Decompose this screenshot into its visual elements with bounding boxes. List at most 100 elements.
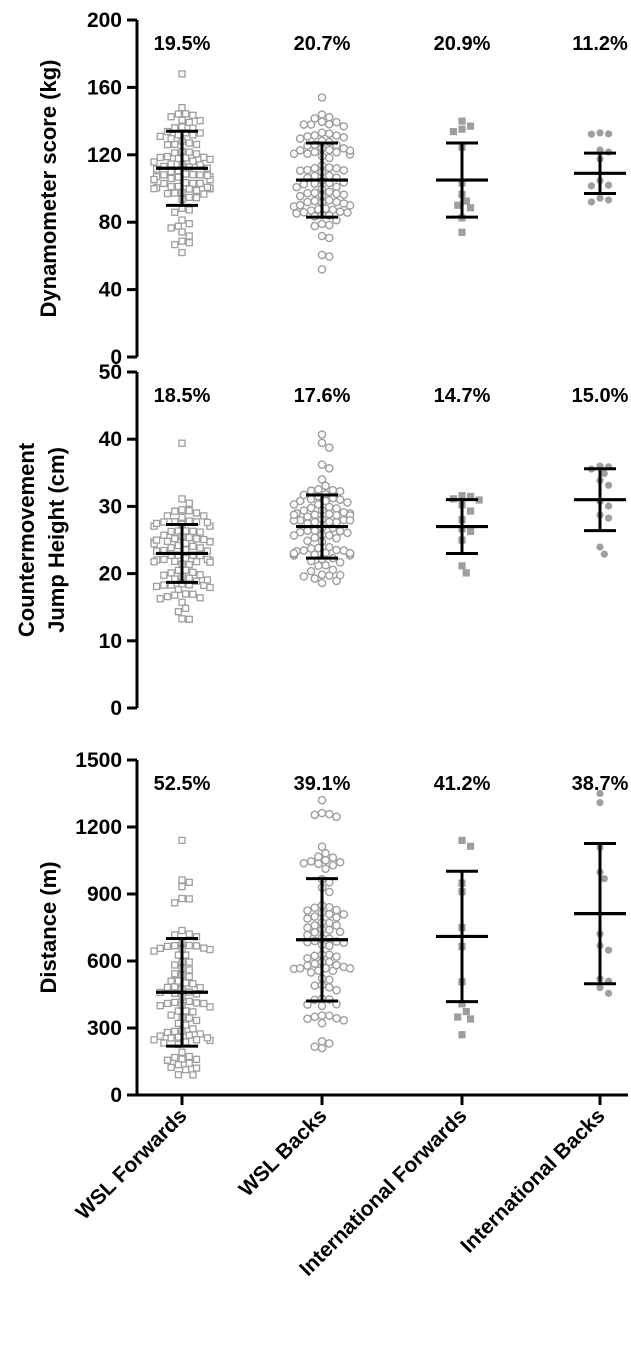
data-point xyxy=(163,141,172,149)
y-tick-label: 900 xyxy=(87,883,122,906)
data-point xyxy=(310,1042,320,1051)
data-point xyxy=(163,999,172,1008)
data-point xyxy=(587,130,596,138)
cv-label: 41.2% xyxy=(434,773,491,795)
data-point xyxy=(303,526,312,536)
data-point xyxy=(339,199,349,208)
data-point xyxy=(332,905,341,915)
data-point xyxy=(152,582,161,591)
data-point xyxy=(310,928,320,937)
data-point xyxy=(203,183,212,191)
data-point xyxy=(310,951,320,961)
data-point xyxy=(189,568,197,576)
data-point xyxy=(604,196,613,204)
series-4 xyxy=(574,462,626,558)
data-point xyxy=(174,566,183,574)
data-point xyxy=(181,170,190,178)
data-point xyxy=(189,157,197,165)
series-1 xyxy=(150,439,214,623)
data-point xyxy=(332,147,341,157)
data-point xyxy=(185,507,193,515)
data-point xyxy=(150,175,158,184)
data-point xyxy=(324,464,334,473)
data-point xyxy=(306,566,316,576)
panel-3: 0 300 600 900 1200 1500 Distance (m) 52.5% 39.1%… xyxy=(36,749,629,1107)
data-point xyxy=(324,925,334,935)
data-point xyxy=(324,119,334,129)
data-point xyxy=(192,535,201,543)
data-point xyxy=(303,914,312,923)
data-point xyxy=(454,201,462,209)
series-4 xyxy=(574,789,626,997)
data-point xyxy=(466,492,475,500)
data-point xyxy=(303,132,312,141)
data-point xyxy=(206,945,214,954)
data-point xyxy=(189,170,197,179)
data-point xyxy=(181,527,190,535)
data-point xyxy=(458,1000,466,1008)
data-point xyxy=(324,887,334,897)
data-point xyxy=(171,591,179,599)
data-point xyxy=(317,578,327,588)
data-point xyxy=(466,204,475,212)
data-point xyxy=(324,902,334,912)
data-point xyxy=(317,460,327,469)
data-point xyxy=(332,985,341,995)
data-point xyxy=(185,930,193,938)
data-point xyxy=(192,942,201,950)
data-point xyxy=(299,858,309,868)
data-point xyxy=(310,147,320,157)
data-point xyxy=(206,155,214,163)
data-point xyxy=(152,519,161,528)
data-point xyxy=(458,836,466,844)
data-point xyxy=(310,163,320,173)
data-point xyxy=(185,239,193,247)
data-point xyxy=(310,533,320,542)
data-point xyxy=(596,194,604,202)
data-point xyxy=(317,570,327,579)
cv-label: 18.5% xyxy=(154,385,211,407)
data-point xyxy=(596,789,604,798)
y-tick-label: 1200 xyxy=(75,816,122,839)
y-tick-label: 160 xyxy=(87,76,122,99)
data-point xyxy=(160,1039,168,1047)
data-point xyxy=(178,103,186,112)
data-point xyxy=(303,1014,312,1024)
data-point xyxy=(178,926,186,935)
data-point xyxy=(171,534,179,543)
data-point xyxy=(306,486,316,495)
data-point xyxy=(196,983,204,992)
data-point xyxy=(332,189,341,198)
data-point xyxy=(335,570,345,580)
data-point xyxy=(292,182,301,192)
data-point xyxy=(192,194,201,202)
data-point xyxy=(299,572,309,581)
data-point xyxy=(200,190,208,198)
data-point xyxy=(185,499,193,507)
data-point xyxy=(171,961,179,969)
data-point xyxy=(185,1014,193,1022)
data-point xyxy=(317,1001,327,1011)
data-point xyxy=(328,853,338,862)
data-point xyxy=(185,972,193,981)
data-point xyxy=(185,533,193,542)
data-point xyxy=(174,182,183,191)
data-point xyxy=(167,135,175,143)
data-point xyxy=(324,509,334,519)
data-point xyxy=(171,942,179,950)
data-point xyxy=(156,1032,164,1040)
data-point xyxy=(178,894,186,903)
y-axis-title: Distance (m) xyxy=(36,861,61,993)
data-point xyxy=(171,1027,179,1036)
data-point xyxy=(317,1037,327,1046)
data-point xyxy=(314,561,323,571)
data-point xyxy=(462,569,470,577)
data-point xyxy=(335,857,345,867)
data-point xyxy=(343,208,352,217)
data-point xyxy=(178,615,186,623)
data-point xyxy=(171,557,179,566)
data-point xyxy=(200,535,208,544)
x-category-label: International Forwards xyxy=(295,1104,471,1280)
data-point xyxy=(181,590,190,598)
data-point xyxy=(324,909,334,919)
